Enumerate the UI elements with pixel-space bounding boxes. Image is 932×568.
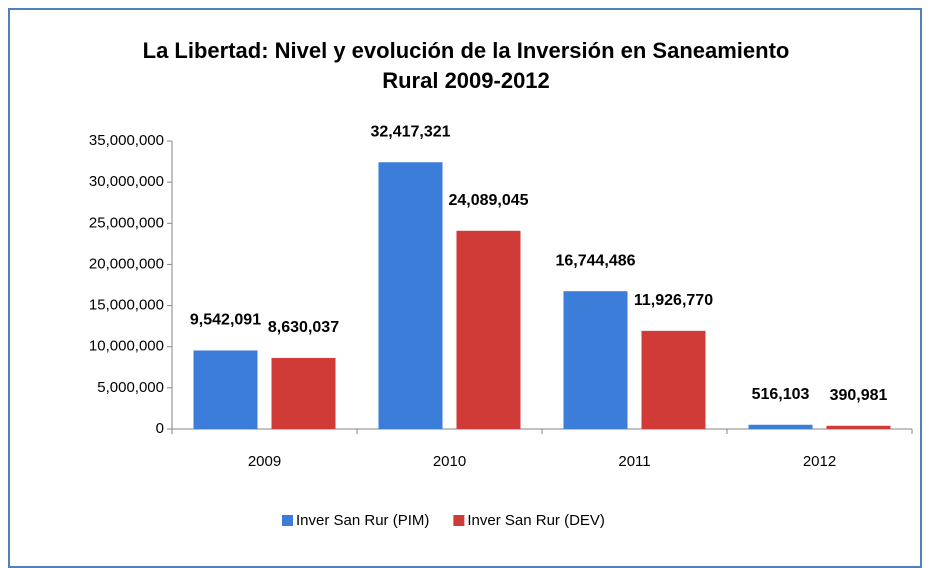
x-tick-label: 2011 <box>618 453 650 470</box>
x-tick-label: 2009 <box>248 453 281 470</box>
y-tick-label: 25,000,000 <box>89 214 164 231</box>
x-tick-label: 2012 <box>803 453 836 470</box>
value-label: 32,417,321 <box>370 123 450 140</box>
value-label: 516,103 <box>752 386 810 403</box>
bar <box>456 230 521 429</box>
page: La Libertad: Nivel y evolución de la Inv… <box>8 8 922 568</box>
bar <box>748 424 813 429</box>
value-label: 11,926,770 <box>634 292 713 309</box>
legend-label: Inver San Rur (PIM) <box>296 512 429 529</box>
bar <box>826 425 891 429</box>
value-label: 16,744,486 <box>555 252 635 269</box>
bar <box>563 291 628 429</box>
value-label: 9,542,091 <box>190 312 261 329</box>
y-tick-label: 20,000,000 <box>89 255 164 272</box>
y-tick-label: 0 <box>156 420 164 437</box>
bar <box>378 162 443 429</box>
y-tick-label: 30,000,000 <box>89 173 164 190</box>
chart: 0 5,000,000 10,000,000 15,000,000 20,000,000… <box>89 123 913 529</box>
value-label: 8,630,037 <box>268 319 339 336</box>
y-tick-label: 10,000,000 <box>89 338 164 355</box>
chart-title: La Libertad: Nivel y evolución de la Inv… <box>142 38 790 93</box>
bar <box>193 350 258 429</box>
value-label: 390,981 <box>830 387 888 404</box>
legend-swatch <box>453 515 465 526</box>
x-tick-label: 2010 <box>433 453 466 470</box>
bar <box>641 330 706 429</box>
value-label: 24,089,045 <box>448 192 528 209</box>
bar <box>271 357 336 429</box>
y-tick-label: 5,000,000 <box>97 379 164 396</box>
y-tick-label: 35,000,000 <box>89 132 164 149</box>
y-tick-label: 15,000,000 <box>89 297 164 314</box>
legend-label: Inver San Rur (DEV) <box>467 512 605 529</box>
legend-swatch <box>282 515 293 526</box>
